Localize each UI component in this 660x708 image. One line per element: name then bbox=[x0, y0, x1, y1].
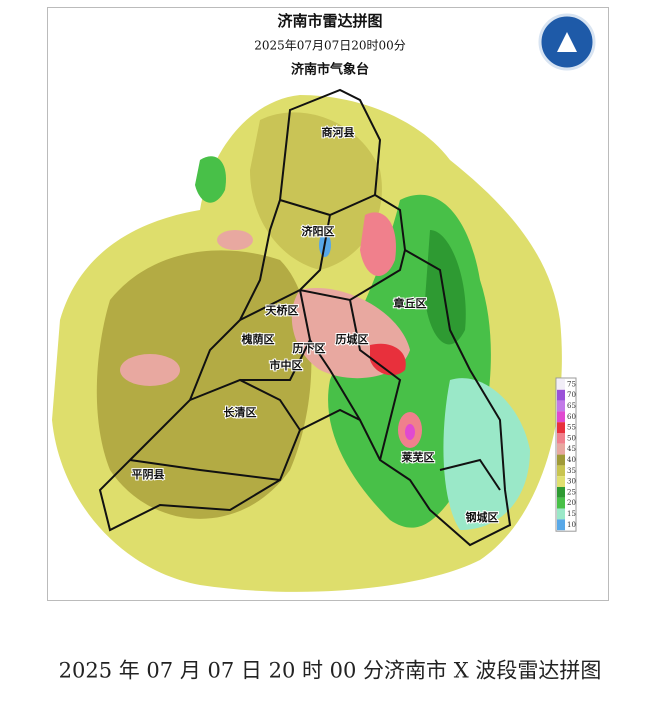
legend-swatch bbox=[557, 487, 565, 498]
legend-swatch bbox=[557, 400, 565, 412]
legend-swatch bbox=[557, 443, 565, 455]
legend-label: 25 bbox=[567, 488, 576, 496]
district-label: 历下区 bbox=[293, 342, 326, 355]
district-label: 平阴县 bbox=[132, 467, 165, 481]
legend-label: 10 bbox=[567, 521, 576, 529]
district-label: 天桥区 bbox=[266, 303, 299, 317]
legend-swatch bbox=[557, 433, 565, 444]
district-label: 章丘区 bbox=[394, 296, 427, 310]
district-label: 长清区 bbox=[224, 405, 257, 419]
legend-swatch bbox=[557, 465, 565, 477]
legend-swatch bbox=[557, 519, 565, 531]
district-boundaries bbox=[98, 88, 512, 547]
legend: 75 70 65 60 55 50 45 40 35 30 25 20 15 10 bbox=[555, 377, 577, 532]
district-label: 商河县 bbox=[322, 125, 355, 139]
district-label: 槐荫区 bbox=[241, 332, 275, 346]
logo-icon bbox=[557, 32, 577, 52]
legend-swatch bbox=[557, 389, 565, 401]
map-issuer: 济南市气象台 bbox=[291, 62, 369, 78]
legend-swatch bbox=[557, 476, 565, 487]
legend-swatch bbox=[557, 379, 565, 390]
district-label: 历城区 bbox=[336, 332, 369, 346]
legend-swatch bbox=[557, 508, 565, 520]
legend-label: 35 bbox=[567, 467, 576, 475]
legend-swatch bbox=[557, 422, 565, 433]
legend-label: 75 bbox=[567, 380, 576, 388]
district-label: 莱芜区 bbox=[402, 450, 435, 464]
map-time: 2025年07月07日20时00分 bbox=[254, 39, 406, 53]
legend-swatch bbox=[557, 454, 565, 466]
legend-label: 30 bbox=[567, 478, 576, 486]
legend-label: 45 bbox=[567, 445, 576, 453]
legend-label: 20 bbox=[567, 499, 576, 507]
legend-label: 40 bbox=[567, 456, 576, 464]
legend-swatch bbox=[557, 497, 565, 509]
district-label: 市中区 bbox=[270, 358, 303, 372]
legend-label: 60 bbox=[567, 413, 576, 421]
legend-label: 50 bbox=[567, 434, 576, 442]
legend-label: 70 bbox=[567, 391, 576, 399]
legend-label: 55 bbox=[567, 424, 576, 432]
caption: 2025 年 07 月 07 日 20 时 00 分济南市 X 波段雷达拼图 bbox=[59, 659, 602, 683]
district-label: 钢城区 bbox=[466, 510, 499, 524]
legend-label: 65 bbox=[567, 402, 576, 410]
legend-label: 15 bbox=[567, 510, 576, 518]
legend-swatch bbox=[557, 411, 565, 423]
map-title: 济南市雷达拼图 bbox=[277, 12, 382, 30]
district-label: 济阳区 bbox=[302, 224, 335, 238]
